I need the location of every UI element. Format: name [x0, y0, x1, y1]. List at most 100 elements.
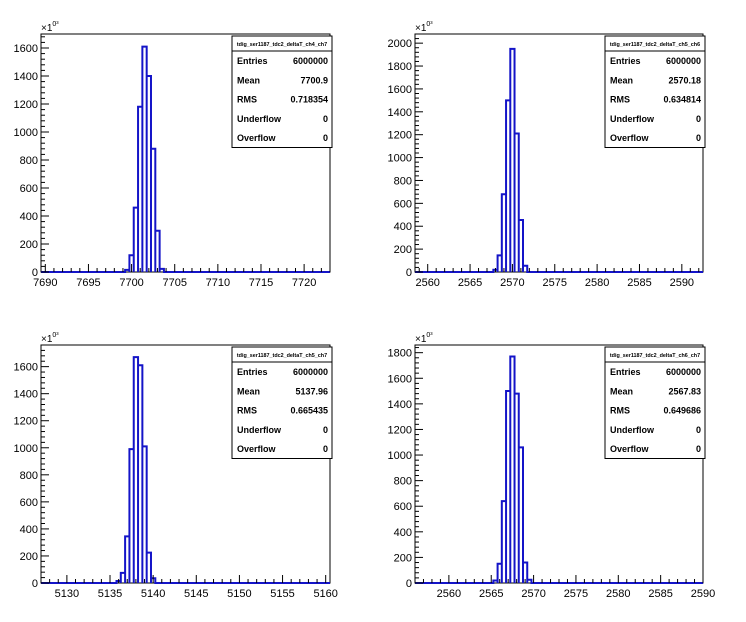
histogram-bin: [519, 447, 523, 583]
x-tick-label: 7695: [76, 277, 100, 289]
histogram-panel: 2560 2565 2570 2575 2580 2585 2590 0 200 400 600 80…: [388, 21, 706, 289]
stats-box: tdig_ser1187_tdc2_deltaT_ch5_ch6 Entries 6…: [604, 35, 706, 148]
stats-label: Entries: [237, 56, 268, 66]
stats-label: Overflow: [610, 444, 650, 454]
stats-value: 0: [323, 114, 328, 124]
stats-title: tdig_ser1187_tdc2_deltaT_ch4_ch7: [237, 42, 327, 48]
stats-value: 5137.96: [295, 386, 328, 396]
y-tick-label: 400: [20, 524, 38, 536]
histogram-bin: [147, 553, 151, 583]
y-tick-label: 1000: [388, 153, 412, 165]
y-tick-label: 1200: [388, 130, 412, 142]
y-tick-label: 1000: [14, 127, 38, 139]
x-tick-label: 5130: [55, 588, 79, 600]
stats-label: Mean: [610, 75, 633, 85]
stats-value: 0: [696, 133, 701, 143]
histogram-bin: [125, 536, 129, 583]
y-tick-label: 1200: [14, 416, 38, 428]
y-tick-label: 400: [394, 527, 412, 539]
histogram-bin: [515, 134, 519, 272]
stats-value: 2570.18: [668, 75, 701, 85]
histogram-bin: [138, 365, 142, 583]
y-tick-label: 2000: [388, 38, 412, 50]
histogram-bin: [515, 394, 519, 583]
stats-value: 0: [696, 425, 701, 435]
y-tick-label: 800: [394, 476, 412, 488]
stats-value: 0: [323, 133, 328, 143]
y-tick-label: 1200: [388, 424, 412, 436]
stats-label: Entries: [237, 367, 268, 377]
stats-label: Overflow: [237, 444, 277, 454]
x-tick-label: 5140: [141, 588, 165, 600]
x-tick-label: 2580: [585, 277, 609, 289]
stats-box: tdig_ser1187_tdc2_deltaT_ch4_ch7 Entries 6…: [231, 35, 333, 148]
stats-box: tdig_ser1187_tdc2_deltaT_ch5_ch7 Entries 6…: [231, 346, 333, 459]
stats-value: 0: [323, 425, 328, 435]
x-tick-label: 2565: [479, 588, 503, 600]
stats-value: 6000000: [666, 56, 701, 66]
y-tick-label: 1400: [14, 71, 38, 83]
histogram-bin: [138, 107, 142, 272]
stats-label: RMS: [237, 95, 257, 105]
histogram-bin: [160, 269, 164, 272]
stats-value: 6000000: [666, 367, 701, 377]
x-tick-label: 2585: [648, 588, 672, 600]
x-tick-label: 2585: [627, 277, 651, 289]
histogram-bin: [502, 501, 506, 583]
histogram-bin: [519, 220, 523, 272]
x-tick-label: 5135: [98, 588, 122, 600]
histogram-bin: [147, 76, 151, 272]
histogram-outline: [41, 356, 330, 584]
x-tick-label: 7690: [33, 277, 57, 289]
y-tick-label: 800: [20, 155, 38, 167]
stats-label: Underflow: [237, 114, 282, 124]
y-tick-label: 600: [394, 501, 412, 513]
y-tick-label: 1200: [14, 99, 38, 111]
y-tick-label: 1400: [388, 107, 412, 119]
histogram-bin: [142, 47, 146, 272]
stats-value: 0.665435: [290, 406, 328, 416]
x-tick-label: 2580: [606, 588, 630, 600]
x-tick-label: 7720: [292, 277, 316, 289]
stats-label: RMS: [237, 406, 257, 416]
y-multiplier-label: ×10³: [41, 332, 59, 345]
histogram-bin: [506, 100, 510, 272]
stats-label: Entries: [610, 367, 641, 377]
stats-value: 2567.83: [668, 386, 701, 396]
y-tick-label: 0: [32, 578, 38, 590]
stats-value: 0.634814: [663, 95, 701, 105]
x-tick-label: 2570: [500, 277, 524, 289]
stats-label: Underflow: [610, 114, 655, 124]
x-tick-label: 2565: [458, 277, 482, 289]
stats-label: Mean: [237, 75, 260, 85]
y-tick-label: 0: [406, 578, 412, 590]
stats-value: 6000000: [293, 56, 328, 66]
stats-value: 7700.9: [300, 75, 328, 85]
histogram-bin: [510, 357, 514, 583]
y-tick-label: 1600: [14, 43, 38, 55]
stats-label: Underflow: [610, 425, 655, 435]
y-tick-label: 1600: [388, 84, 412, 96]
y-tick-label: 1400: [14, 389, 38, 401]
x-tick-label: 2575: [564, 588, 588, 600]
stats-title: tdig_ser1187_tdc2_deltaT_ch6_ch7: [610, 353, 700, 359]
histogram-outline: [415, 355, 703, 584]
histogram-bin: [129, 449, 133, 583]
y-tick-label: 1800: [388, 61, 412, 73]
stats-box-frame: [231, 346, 333, 459]
x-tick-label: 5145: [184, 588, 208, 600]
x-tick-label: 2590: [691, 588, 715, 600]
stats-label: RMS: [610, 406, 630, 416]
y-tick-label: 200: [20, 239, 38, 251]
histogram-bin: [134, 357, 138, 583]
y-tick-label: 1800: [388, 348, 412, 360]
y-multiplier-label: ×10³: [415, 332, 433, 345]
stats-label: Overflow: [610, 133, 650, 143]
stats-title: tdig_ser1187_tdc2_deltaT_ch5_ch6: [610, 42, 700, 48]
y-tick-label: 200: [394, 552, 412, 564]
y-tick-label: 1400: [388, 399, 412, 411]
stats-value: 0: [696, 444, 701, 454]
histogram-bin: [498, 255, 502, 272]
y-tick-label: 200: [394, 244, 412, 256]
